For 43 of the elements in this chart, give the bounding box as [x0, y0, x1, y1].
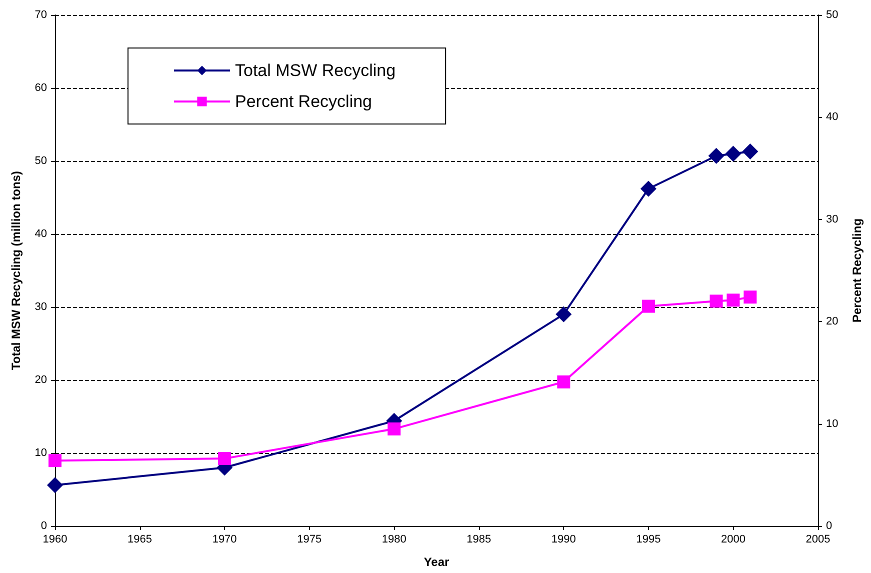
- point: [708, 148, 724, 164]
- x-axis-title: Year: [424, 555, 450, 569]
- y2-tick-label: 40: [826, 111, 838, 124]
- y-tick-label: 0: [40, 520, 47, 532]
- y-tick-label: 60: [34, 82, 47, 94]
- point: [642, 300, 655, 313]
- y2-tick-label: 20: [826, 316, 838, 328]
- point: [48, 454, 62, 468]
- y-tick-label: 50: [34, 155, 47, 167]
- point: [710, 294, 723, 308]
- point: [725, 146, 742, 162]
- x-tick-label: 1985: [466, 534, 492, 546]
- point: [744, 290, 757, 304]
- y2-tick-label: 0: [826, 520, 832, 532]
- y2-tick-label: 30: [826, 213, 838, 226]
- x-tick-label: 1980: [382, 534, 406, 546]
- x-tick-label: 1990: [551, 534, 576, 546]
- x-tick-label: 2000: [720, 534, 746, 546]
- y-axis-title: Total MSW Recycling (million tons): [9, 170, 23, 370]
- x-tick-label: 1970: [212, 534, 237, 546]
- point: [218, 452, 232, 466]
- point: [388, 422, 401, 436]
- y-tick-label: 40: [34, 228, 47, 240]
- point: [640, 180, 656, 197]
- x-tick-label: 1975: [297, 534, 322, 546]
- y-tick-label: 10: [34, 447, 47, 459]
- y2-tick-label: 10: [826, 418, 838, 430]
- point: [557, 375, 570, 388]
- y2-axis-title: Percent Recycling: [850, 218, 864, 323]
- y-tick-label: 20: [34, 374, 47, 386]
- legend-label: Total MSW Recycling: [235, 61, 396, 80]
- point: [556, 306, 572, 322]
- point: [47, 477, 63, 494]
- x-tick-label: 2005: [806, 534, 830, 546]
- y-tick-label: 70: [34, 9, 47, 21]
- x-tick-label: 1965: [128, 534, 152, 546]
- x-tick-label: 1960: [42, 534, 68, 546]
- x-tick-label: 1995: [636, 534, 661, 546]
- legend-label: Percent Recycling: [235, 92, 372, 111]
- point: [742, 144, 758, 160]
- y2-tick-label: 50: [826, 9, 838, 21]
- point: [726, 294, 740, 307]
- y-tick-label: 30: [34, 301, 47, 313]
